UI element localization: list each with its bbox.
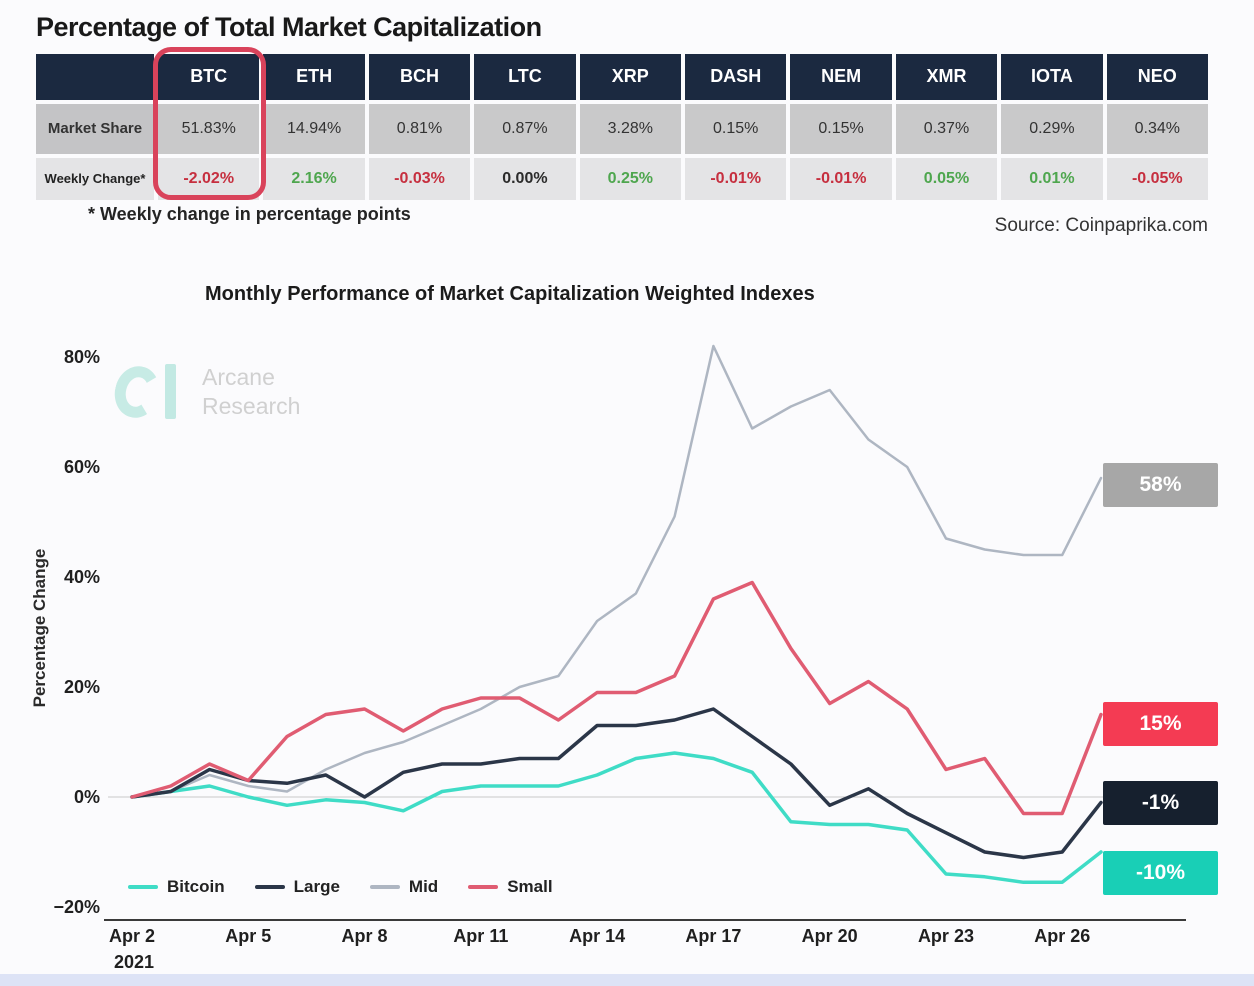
table-corner-cell [36,54,154,100]
legend-item-bitcoin: Bitcoin [128,877,225,897]
performance-line-chart: 80% 60% 40% 20% 0% −20% Apr 2 Apr 5 Apr 8 Apr 11 A… [53,344,1186,972]
weekly-change-xmr: 0.05% [895,158,998,200]
x-tick-label: Apr 5 [225,926,271,946]
legend-item-mid: Mid [369,877,439,897]
line-series-bitcoin [130,751,1103,885]
x-tick-label: Apr 14 [569,926,625,946]
x-tick-label: Apr 2 [109,926,155,946]
bottom-strip [0,974,1254,986]
column-header-dash: DASH [685,54,787,100]
x-tick-label: Apr 26 [1034,926,1090,946]
legend-swatch-mid [369,885,400,889]
market-share-iota: 0.29% [1001,104,1103,154]
market-share-nem: 0.15% [790,104,892,154]
weekly-change-iota: 0.01% [1001,158,1103,200]
arcane-research-watermark: Arcane Research [109,361,301,423]
column-header-iota: IOTA [1001,54,1103,100]
legend-item-small: Small [468,877,553,897]
column-header-btc: BTC [158,54,260,100]
x-tick-label: Apr 11 [453,926,508,946]
row-label-weekly-change: Weekly Change* [36,158,154,200]
end-value-badge-bitcoin: -10% [1103,851,1218,895]
legend-swatch-bitcoin [128,885,158,889]
market-share-neo: 0.34% [1106,104,1208,154]
y-tick-label: 20% [64,677,100,697]
x-tick-label: Apr 20 [802,926,858,946]
x-tick-label: Apr 23 [918,926,974,946]
column-header-nem: NEM [790,54,892,100]
legend-label: Bitcoin [167,877,225,896]
weekly-change-btc: -2.02% [158,158,260,200]
line-series-large [130,707,1103,860]
weekly-change-nem: -0.01% [790,158,892,200]
chart-title: Monthly Performance of Market Capitaliza… [205,283,815,305]
chart-legend: Bitcoin Large Mid Small [128,877,553,897]
y-tick-label: 40% [64,567,100,587]
end-value-badge-small: 15% [1103,702,1218,746]
x-tick-label: Apr 8 [342,926,388,946]
weekly-change-ltc: 0.00% [474,158,576,200]
market-share-xrp: 3.28% [579,104,681,154]
legend-swatch-small [468,885,499,889]
column-header-ltc: LTC [474,54,576,100]
arcane-logo-bar-icon [165,364,176,420]
line-series-small [130,580,1103,816]
weekly-change-neo: -0.05% [1106,158,1208,200]
end-value-badge-large: -1% [1103,781,1218,825]
line-series-mid [130,344,1103,799]
market-share-xmr: 0.37% [895,104,998,154]
end-value-badge-mid: 58% [1103,463,1218,507]
row-label-market-share: Market Share [36,104,154,154]
legend-label: Small [507,877,553,896]
y-tick-label: −20% [53,897,100,917]
x-year-label: 2021 [114,952,154,972]
legend-swatch-large [254,885,285,889]
weekly-change-eth: 2.16% [263,158,365,200]
column-header-xmr: XMR [895,54,998,100]
legend-label: Large [293,877,340,896]
market-cap-table: BTC ETH BCH LTC XRP DASH NEM XMR IOTA NEO Market S… [36,54,1208,200]
source-credit: Source: Coinpaprika.com [994,215,1208,236]
column-header-bch: BCH [368,54,471,100]
x-tick-label: Apr 17 [685,926,741,946]
market-share-dash: 0.15% [685,104,787,154]
weekly-change-dash: -0.01% [685,158,787,200]
weekly-change-xrp: 0.25% [579,158,681,200]
weekly-change-bch: -0.03% [368,158,471,200]
legend-item-large: Large [254,877,340,897]
table-footnote: * Weekly change in percentage points [88,204,411,224]
market-share-btc: 51.83% [158,104,260,154]
page-title: Percentage of Total Market Capitalizatio… [36,12,542,42]
watermark-text: Arcane Research [202,364,301,419]
legend-label: Mid [408,877,439,896]
y-tick-label: 80% [64,347,100,367]
y-tick-label: 0% [74,787,100,807]
market-share-ltc: 0.87% [474,104,576,154]
column-header-xrp: XRP [579,54,681,100]
market-share-bch: 0.81% [368,104,471,154]
column-header-eth: ETH [263,54,365,100]
y-tick-label: 60% [64,457,100,477]
column-header-neo: NEO [1106,54,1208,100]
market-share-eth: 14.94% [263,104,365,154]
